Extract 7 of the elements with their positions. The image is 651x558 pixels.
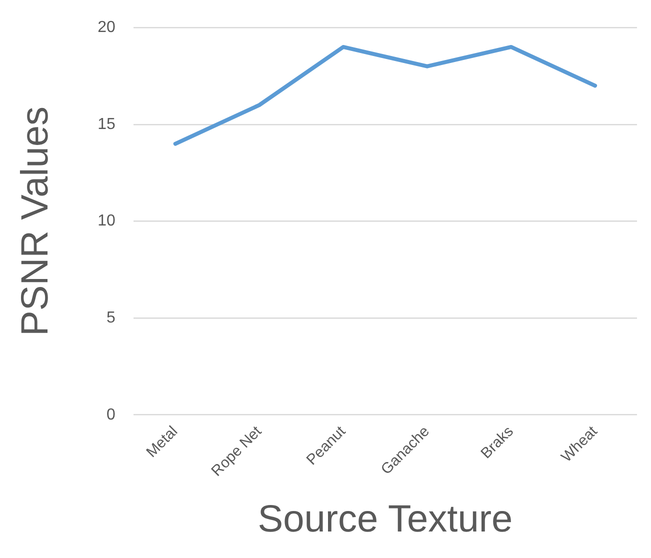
y-tick-label: 5 [106,309,116,326]
y-tick-label: 15 [98,116,116,133]
y-tick-label: 0 [106,406,116,424]
x-axis-title: Source Texture [258,498,513,541]
y-tick-label: 10 [98,212,116,230]
y-axis-title: PSNR Values [14,106,56,336]
y-tick-label: 20 [98,19,116,36]
